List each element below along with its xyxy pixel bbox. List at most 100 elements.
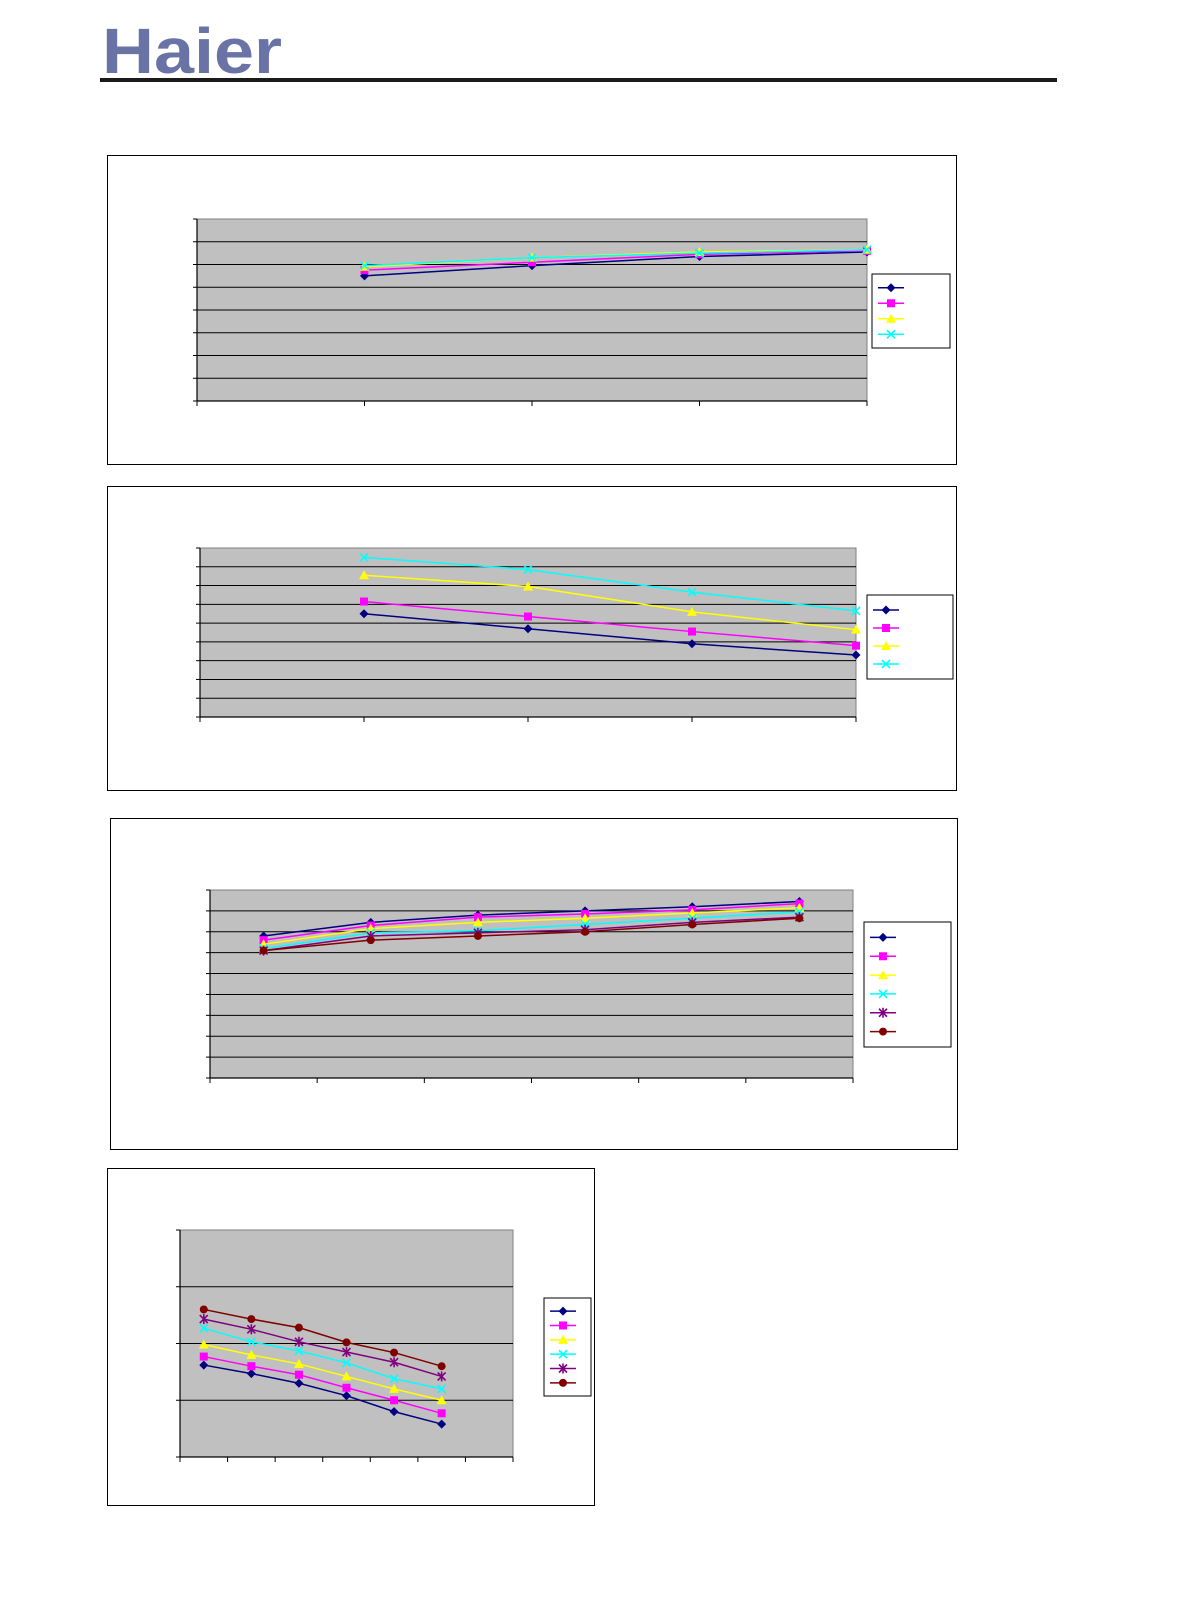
chart-1-series-2-line: [364, 250, 868, 271]
chart-2-series-4-point: [851, 606, 861, 616]
logo-text: Haier: [102, 15, 282, 82]
chart-2-series-2-point: [688, 627, 696, 636]
chart-2-series-1-point: [851, 650, 861, 660]
chart-2-series-3-point: [523, 581, 533, 591]
chart-2-series-3-point: [359, 570, 369, 580]
chart-3-frame: [110, 818, 958, 1150]
chart-3-legend-marker-5: [878, 1007, 888, 1018]
chart-4-series-6-line: [203, 1308, 442, 1367]
chart-1-legend: [871, 273, 951, 349]
chart-3-series-4-line: [263, 911, 800, 950]
chart-2-series-1-line: [363, 612, 857, 656]
chart-4-series-5-point: [294, 1336, 304, 1347]
chart-4-series-6-point: [342, 1338, 351, 1347]
chart-2-series-1-point: [687, 639, 697, 649]
chart-3-series-6-point: [259, 946, 268, 955]
chart-4-series-4-point: [437, 1384, 447, 1394]
chart-2-series-2-line: [363, 600, 857, 647]
header-rule: [100, 78, 1057, 82]
chart-4-series-3-line: [203, 1343, 442, 1401]
chart-4-legend-marker-5: [558, 1363, 568, 1374]
chart-4-series-2-point: [342, 1383, 351, 1392]
chart-4-series-3-point: [341, 1371, 352, 1381]
chart-4-series-4-line: [203, 1327, 442, 1390]
chart-3-series-6-point: [366, 936, 375, 945]
chart-3-series-6-point: [581, 927, 590, 936]
chart-4-series-6-point: [247, 1315, 256, 1324]
chart-2-legend: [866, 594, 954, 680]
chart-3-svg: [206, 889, 952, 1083]
chart-4-series-5-line: [203, 1318, 442, 1378]
chart-4-series-3-point: [436, 1395, 447, 1405]
haier-logo: Haier: [102, 15, 282, 82]
chart-2-frame: [107, 486, 957, 791]
chart-4-series-1-point: [199, 1360, 209, 1370]
chart-4-series-5-point: [246, 1324, 256, 1335]
chart-3-legend-marker-6: [879, 1027, 887, 1036]
chart-1-series-4-point: [694, 248, 705, 258]
chart-2-svg: [196, 547, 954, 722]
chart-4-series-1-point: [246, 1369, 256, 1379]
chart-1-series-1-line: [364, 251, 868, 277]
chart-2-series-2-point: [852, 641, 860, 650]
chart-2-legend-marker-1: [881, 605, 891, 615]
chart-3-series-5-line: [263, 916, 800, 952]
chart-4-series-4-point: [294, 1346, 304, 1356]
chart-4-series-6-point: [294, 1323, 303, 1332]
chart-3-plot-area: [209, 889, 854, 1079]
chart-1-series-2-point: [528, 258, 536, 267]
chart-1-frame: [107, 155, 957, 465]
chart-1-legend-marker-1: [886, 283, 896, 293]
chart-4-series-1-point: [437, 1419, 447, 1429]
chart-4-series-3-point: [389, 1383, 400, 1393]
chart-4-series-3-point: [198, 1339, 209, 1349]
chart-3-series-6-point: [688, 920, 697, 929]
chart-4-series-2-point: [199, 1352, 208, 1361]
chart-4-series-3-point: [246, 1349, 257, 1359]
chart-2-series-3-point: [851, 624, 861, 634]
chart-4-series-4-point: [389, 1374, 399, 1384]
chart-4-series-3-point: [293, 1358, 304, 1368]
chart-1-series-4-point: [359, 261, 370, 271]
chart-4-legend-marker-6: [559, 1378, 567, 1387]
chart-3-series-2-line: [263, 902, 800, 941]
chart-3-series-1-line: [263, 900, 800, 937]
chart-4-series-4-point: [199, 1323, 209, 1333]
chart-4-legend-marker-2: [559, 1321, 567, 1330]
chart-4-legend-marker-3: [558, 1334, 568, 1344]
chart-4-svg: [176, 1229, 592, 1462]
chart-3-legend: [863, 921, 952, 1048]
chart-3-series-3-line: [263, 907, 800, 946]
chart-2-series-3-line: [363, 574, 857, 631]
chart-2-series-2-point: [524, 612, 532, 621]
chart-4-series-2-point: [390, 1396, 399, 1405]
chart-4-series-2-point: [437, 1409, 446, 1418]
chart-3-legend-marker-3: [878, 970, 888, 980]
chart-4-series-5-point: [437, 1371, 447, 1382]
chart-4-series-4-point: [341, 1358, 352, 1368]
chart-3-legend-marker-1: [878, 932, 888, 942]
chart-3-legend-marker-2: [879, 952, 887, 961]
chart-4-series-1-line: [203, 1364, 442, 1425]
chart-4-series-1-point: [342, 1391, 351, 1401]
chart-1-legend-marker-2: [887, 299, 895, 308]
chart-2-series-1-point: [523, 624, 533, 634]
chart-2-legend-marker-3: [881, 641, 891, 650]
chart-4-series-2-point: [294, 1370, 303, 1379]
chart-1-series-4-point: [527, 253, 537, 263]
chart-4-series-4-point: [246, 1337, 256, 1347]
chart-1-legend-marker-3: [886, 313, 896, 323]
chart-4-series-6-point: [437, 1362, 446, 1371]
chart-4-legend-marker-1: [558, 1306, 568, 1316]
chart-4-series-2-line: [203, 1355, 442, 1415]
chart-3-series-6-point: [473, 931, 482, 940]
chart-3-legend-marker-4: [878, 989, 888, 999]
chart-3-series-3-point: [580, 913, 591, 923]
chart-4-series-6-point: [390, 1348, 399, 1357]
chart-4-series-5-point: [199, 1314, 209, 1325]
chart-4-frame: [107, 1168, 595, 1506]
chart-2-series-3-point: [687, 606, 697, 616]
chart-1-legend-marker-4: [886, 329, 896, 339]
chart-2-series-4-point: [687, 587, 697, 597]
chart-4-series-5-point: [389, 1357, 399, 1368]
